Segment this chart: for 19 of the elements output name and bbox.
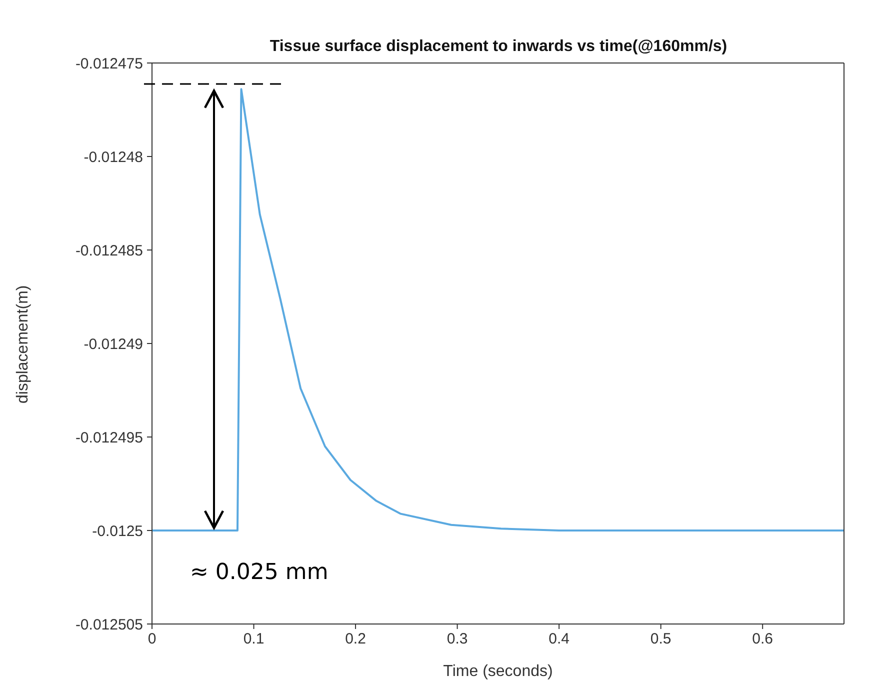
y-tick-label: -0.0125 xyxy=(92,522,143,540)
x-tick-label: 0 xyxy=(148,630,156,648)
y-tick-label: -0.01249 xyxy=(84,336,143,353)
y-axis-title: displacement(m) xyxy=(14,285,32,404)
x-tick-label: 0.3 xyxy=(446,630,468,648)
x-tick-label: 0.6 xyxy=(752,630,774,648)
x-tick-label: 0.4 xyxy=(548,630,570,648)
y-tick-label: -0.012475 xyxy=(75,55,143,72)
line-series xyxy=(152,88,844,532)
y-tick-label: -0.012485 xyxy=(75,242,143,260)
annotation: ≈ 0.025 mm xyxy=(190,560,328,586)
x-tick-label: 0.2 xyxy=(345,630,366,648)
y-tick-label: -0.012505 xyxy=(75,616,143,634)
x-tick-label: 0.5 xyxy=(650,630,672,648)
chart-title: Tissue surface displacement to inwards vs time(@160mm/s) xyxy=(268,38,728,56)
x-axis-title: Time (seconds) xyxy=(443,663,553,680)
y-tick-label: -0.012495 xyxy=(75,429,143,446)
y-tick-label: -0.01248 xyxy=(84,148,143,166)
x-tick-label: 0.1 xyxy=(243,630,264,648)
